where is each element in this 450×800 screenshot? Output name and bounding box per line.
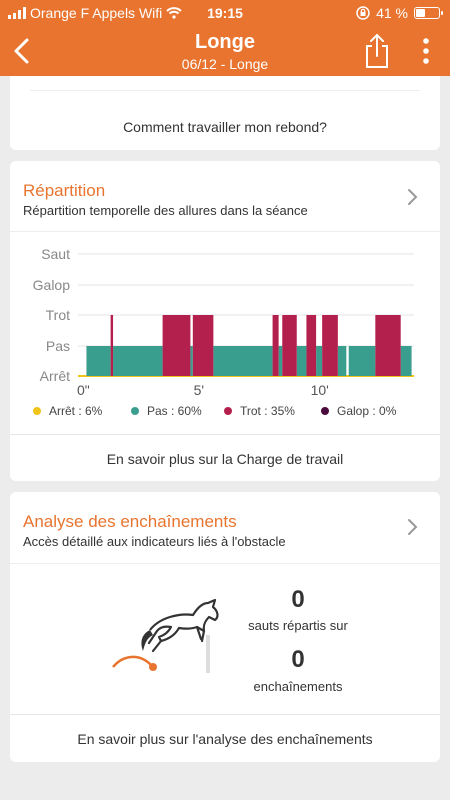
trot-segment — [272, 315, 279, 376]
enchainements-label: enchaînements — [253, 679, 343, 694]
share-icon[interactable] — [362, 32, 392, 70]
more-icon[interactable] — [418, 36, 434, 66]
nav-bar: Longe 06/12 - Longe — [0, 26, 450, 76]
y-tick-label: Saut — [41, 246, 70, 262]
page-title: Longe — [195, 31, 255, 53]
wifi-icon — [166, 7, 182, 19]
repartition-card — [10, 161, 440, 481]
legend-item-pas: Pas : 60% — [131, 404, 202, 418]
legend-label: Galop : 0% — [337, 404, 397, 418]
repartition-subtitle: Répartition temporelle des allures dans … — [23, 203, 308, 218]
signal-icon — [8, 7, 26, 19]
pas-segment — [400, 346, 412, 376]
enchainements-subtitle: Accès détaillé aux indicateurs liés à l'… — [23, 534, 286, 549]
pas-segment — [296, 346, 307, 376]
analyse-enchainements-link[interactable]: En savoir plus sur l'analyse des enchaîn… — [10, 714, 440, 762]
divider — [10, 563, 440, 564]
pas-segment — [213, 346, 273, 376]
chart-legend: Arrêt : 6% Pas : 60% Trot : 35% Galop : … — [10, 404, 440, 420]
rotation-lock-icon — [356, 6, 370, 20]
repartition-title[interactable]: Répartition — [23, 181, 106, 200]
y-tick-label: Galop — [33, 277, 71, 293]
legend-item-galop: Galop : 0% — [321, 404, 396, 418]
sauts-label: sauts répartis sur — [248, 618, 348, 633]
legend-label: Arrêt : 6% — [49, 404, 103, 418]
trot-segment — [375, 315, 401, 376]
status-right: 41 % — [356, 5, 443, 21]
y-tick-label: Trot — [46, 307, 70, 323]
legend-dot — [131, 407, 139, 415]
pas-segment — [113, 346, 163, 376]
x-tick-label: 10' — [311, 382, 329, 398]
legend-item-arret: Arrêt : 6% — [33, 404, 102, 418]
rebond-card: Comment travailler mon rebond? — [10, 76, 440, 150]
x-tick-label: 0" — [77, 382, 90, 398]
legend-dot — [321, 407, 329, 415]
status-bar: Orange F Appels Wifi 19:15 41 % — [0, 0, 450, 26]
battery-percent: 41 % — [376, 5, 408, 21]
legend-item-trot: Trot : 35% — [224, 404, 295, 418]
pas-segment — [348, 346, 376, 376]
enchainements-card — [10, 492, 440, 762]
trot-segment — [282, 315, 297, 376]
trot-segment — [322, 315, 338, 376]
pas-segment — [337, 346, 347, 376]
y-tick-label: Arrêt — [40, 368, 70, 384]
charge-travail-link[interactable]: En savoir plus sur la Charge de travail — [10, 434, 440, 481]
status-time: 19:15 — [207, 5, 243, 21]
chevron-right-icon[interactable] — [405, 187, 419, 207]
status-left: Orange F Appels Wifi — [8, 5, 182, 21]
divider — [10, 231, 440, 232]
horse-jump-icon — [112, 598, 219, 673]
divider — [30, 90, 420, 91]
y-tick-label: Pas — [46, 338, 70, 354]
pas-segment — [86, 346, 111, 376]
battery-icon — [414, 7, 443, 19]
carrier-label: Orange F Appels Wifi — [30, 5, 163, 21]
trot-segment — [110, 315, 114, 376]
rebond-link[interactable]: Comment travailler mon rebond? — [123, 119, 327, 135]
pas-segment — [316, 346, 323, 376]
trot-segment — [306, 315, 317, 376]
trot-segment — [192, 315, 214, 376]
legend-dot — [33, 407, 41, 415]
pas-segment — [190, 346, 193, 376]
page-subtitle: 06/12 - Longe — [181, 56, 269, 72]
legend-dot — [224, 407, 232, 415]
pas-segment — [278, 346, 283, 376]
back-icon[interactable] — [6, 34, 40, 68]
enchainements-title[interactable]: Analyse des enchaînements — [23, 512, 237, 531]
enchainements-count: 0 — [291, 646, 305, 673]
trot-segment — [162, 315, 191, 376]
sauts-count: 0 — [291, 586, 305, 613]
legend-label: Trot : 35% — [240, 404, 295, 418]
chevron-right-icon[interactable] — [405, 517, 419, 537]
legend-label: Pas : 60% — [147, 404, 202, 418]
x-tick-label: 5' — [194, 382, 204, 398]
